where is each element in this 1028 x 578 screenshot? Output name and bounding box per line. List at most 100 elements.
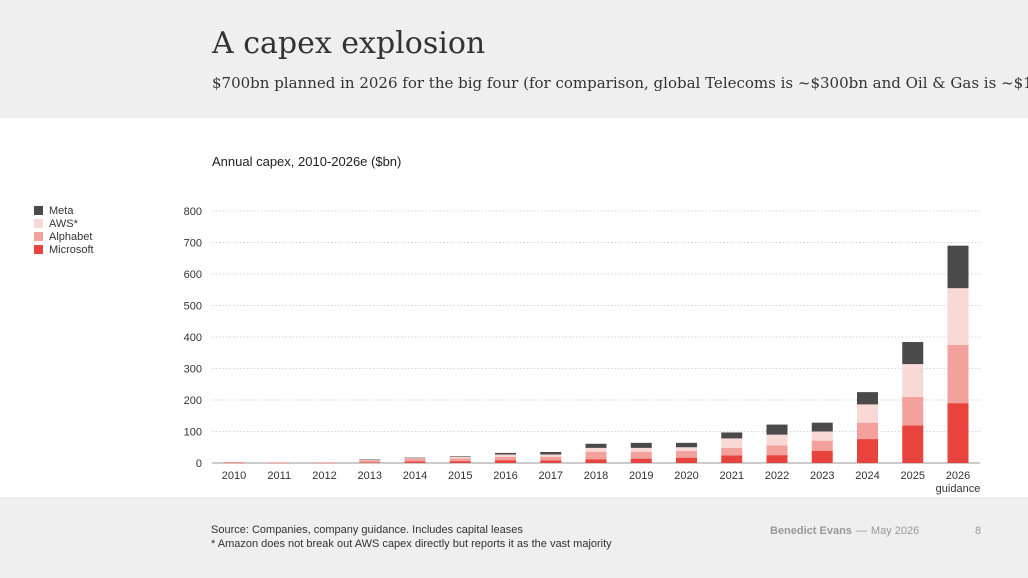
legend-item: Microsoft xyxy=(34,243,94,256)
x-tick-label-part: 2021 xyxy=(720,470,744,482)
bar-microsoft xyxy=(857,439,878,463)
bar-microsoft xyxy=(268,462,290,464)
bar-alphabet xyxy=(314,462,335,463)
bar-aws xyxy=(495,454,516,458)
legend-label: Meta xyxy=(49,204,74,217)
bar-alphabet xyxy=(540,456,562,461)
bar-microsoft xyxy=(495,460,516,463)
bar-alphabet xyxy=(630,451,652,459)
x-tick-label: 2023 xyxy=(810,470,834,482)
bar-aws xyxy=(359,459,381,461)
bar-aws xyxy=(585,447,607,452)
legend-label: AWS* xyxy=(49,217,78,230)
bar-alphabet xyxy=(449,458,471,462)
x-tick-label: 2011 xyxy=(267,470,291,482)
x-tick-label: 2010 xyxy=(222,470,246,482)
footer-band xyxy=(0,497,1028,578)
x-tick-label: 2014 xyxy=(403,470,427,482)
separator: — xyxy=(855,525,867,537)
bar-microsoft xyxy=(404,461,426,463)
bar-meta xyxy=(585,443,607,448)
x-tick-label: 2022 xyxy=(765,470,789,482)
legend-item: AWS* xyxy=(34,217,94,230)
legend-item: Meta xyxy=(34,204,94,217)
bar-microsoft xyxy=(721,455,743,463)
bar-meta xyxy=(495,452,516,455)
bar-aws xyxy=(676,447,697,452)
bar-alphabet xyxy=(268,462,290,463)
x-tick-label-part: 2013 xyxy=(358,470,382,482)
bar-alphabet xyxy=(947,344,969,404)
y-tick-label: 100 xyxy=(184,427,202,439)
bar-meta xyxy=(449,456,471,458)
bar-microsoft xyxy=(766,455,788,463)
bar-alphabet xyxy=(223,462,245,463)
bar-meta xyxy=(630,442,652,448)
legend-swatch xyxy=(34,232,43,241)
x-tick-label: 2016 xyxy=(493,470,517,482)
y-tick-label: 0 xyxy=(196,458,202,470)
x-tick-label: 2018 xyxy=(584,470,608,482)
bar-meta xyxy=(540,451,562,455)
x-tick-label: 2015 xyxy=(448,470,472,482)
y-tick-label: 300 xyxy=(184,364,202,376)
x-tick-label: 2017 xyxy=(539,470,563,482)
source-note: Source: Companies, company guidance. Inc… xyxy=(211,523,612,551)
bar-aws xyxy=(404,457,426,459)
page-number: 8 xyxy=(975,525,982,537)
y-tick-label: 200 xyxy=(184,395,202,407)
bar-microsoft xyxy=(223,462,245,464)
legend-swatch xyxy=(34,206,43,215)
bar-alphabet xyxy=(676,451,697,458)
bar-alphabet xyxy=(359,460,381,463)
bar-aws xyxy=(223,461,245,463)
bar-meta xyxy=(721,432,743,439)
chart-title: Annual capex, 2010-2026e ($bn) xyxy=(212,154,402,169)
legend-swatch xyxy=(34,219,43,228)
x-tick-label: 2024 xyxy=(855,470,879,482)
bar-microsoft xyxy=(676,457,697,463)
bar-alphabet xyxy=(857,422,878,440)
x-tick-label: 2013 xyxy=(358,470,382,482)
bar-alphabet xyxy=(495,457,516,461)
x-tick-label-part: 2015 xyxy=(448,470,472,482)
bar-meta xyxy=(811,422,833,432)
y-tick-label: 600 xyxy=(184,269,202,281)
page-subtitle: $700bn planned in 2026 for the big four … xyxy=(212,74,1028,92)
x-tick-label: 2025 xyxy=(901,470,925,482)
x-tick-label-part: 2010 xyxy=(222,470,246,482)
bar-aws xyxy=(902,364,924,397)
x-tick-label-part: 2022 xyxy=(765,470,789,482)
bar-aws xyxy=(811,431,833,441)
bar-microsoft xyxy=(811,450,833,463)
bar-microsoft xyxy=(449,461,471,463)
bar-alphabet xyxy=(811,440,833,451)
x-tick-label-part: 2023 xyxy=(810,470,834,482)
author-name: Benedict Evans xyxy=(770,525,852,537)
bar-meta xyxy=(902,342,924,365)
bar-microsoft xyxy=(359,462,381,463)
bar-aws xyxy=(540,454,562,457)
page-title: A capex explosion xyxy=(212,26,486,61)
x-tick-label-part: 2019 xyxy=(629,470,653,482)
bar-microsoft xyxy=(540,460,562,463)
x-tick-label-part: 2020 xyxy=(674,470,698,482)
y-tick-label: 800 xyxy=(184,206,202,218)
y-tick-label: 500 xyxy=(184,301,202,313)
chart-legend: Meta AWS* Alphabet Microsoft xyxy=(34,204,94,256)
x-tick-label: 2019 xyxy=(629,470,653,482)
legend-label: Alphabet xyxy=(49,230,93,243)
bar-aws xyxy=(947,288,969,345)
bar-microsoft xyxy=(947,403,969,463)
date-label: May 2026 xyxy=(870,525,920,537)
bar-microsoft xyxy=(314,462,335,464)
x-tick-label-part: 2016 xyxy=(493,470,517,482)
bar-meta xyxy=(676,442,697,448)
legend-item: Alphabet xyxy=(34,230,94,243)
x-tick-label-part: 2024 xyxy=(855,470,879,482)
y-tick-label: 400 xyxy=(184,332,202,344)
bar-alphabet xyxy=(585,451,607,460)
bar-aws xyxy=(314,462,335,463)
x-tick-label: 2020 xyxy=(674,470,698,482)
